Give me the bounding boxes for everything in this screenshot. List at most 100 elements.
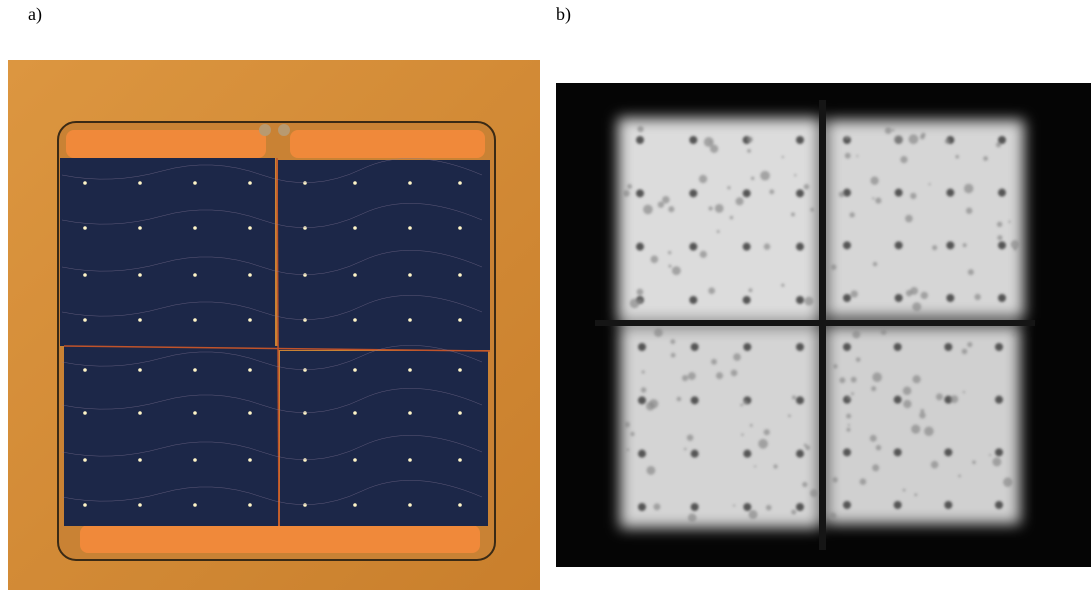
spot <box>668 265 671 268</box>
spot <box>638 343 646 351</box>
spot <box>968 269 974 275</box>
contact <box>83 226 87 230</box>
spot <box>626 448 629 451</box>
spot <box>653 503 660 510</box>
spot <box>796 243 804 251</box>
spot <box>1013 334 1015 336</box>
contact <box>303 411 307 415</box>
contact <box>83 273 87 277</box>
spot <box>944 448 952 456</box>
spot <box>641 387 646 392</box>
spot <box>911 425 920 434</box>
spot <box>894 135 903 144</box>
spot <box>996 142 1001 147</box>
spot <box>1003 477 1012 486</box>
spot <box>760 171 770 181</box>
spot <box>998 189 1006 197</box>
spot <box>766 505 772 511</box>
spot <box>895 294 903 302</box>
spot <box>921 292 928 299</box>
spot <box>885 127 892 134</box>
spot <box>670 339 675 344</box>
cell <box>60 158 275 346</box>
spot <box>931 461 939 469</box>
spot <box>912 302 921 311</box>
spot <box>903 400 911 408</box>
spot <box>638 450 646 458</box>
spot <box>900 156 907 163</box>
spot <box>972 460 976 464</box>
spot <box>637 289 644 296</box>
spot <box>638 503 646 511</box>
spot <box>796 396 804 404</box>
spot <box>731 370 738 377</box>
spot <box>743 503 751 511</box>
spot <box>997 222 1002 227</box>
spot <box>796 296 804 304</box>
spot <box>700 251 707 258</box>
contact <box>138 411 142 415</box>
spot <box>796 136 804 144</box>
contact <box>193 411 197 415</box>
spot <box>906 290 913 297</box>
spot <box>895 189 903 197</box>
spot <box>788 414 791 417</box>
spot <box>651 256 659 264</box>
spot <box>636 243 644 251</box>
contact <box>193 181 197 185</box>
spot <box>920 135 925 140</box>
el-image <box>556 83 1091 567</box>
spot <box>796 450 804 458</box>
spot <box>749 288 753 292</box>
spot <box>743 243 751 251</box>
contact <box>193 318 197 322</box>
contact <box>248 411 252 415</box>
spot <box>944 343 952 351</box>
spot <box>832 477 837 482</box>
spot <box>804 444 807 447</box>
spot <box>689 243 697 251</box>
contact <box>303 273 307 277</box>
spot <box>638 396 646 404</box>
contact <box>458 318 462 322</box>
spot <box>743 189 751 197</box>
spot <box>649 399 658 408</box>
contact <box>83 411 87 415</box>
spot <box>643 205 653 215</box>
spot <box>851 377 857 383</box>
spot <box>716 372 723 379</box>
contact <box>193 503 197 507</box>
spot <box>936 393 943 400</box>
contact <box>303 458 307 462</box>
spot <box>627 184 632 189</box>
spot <box>691 396 699 404</box>
contact <box>193 226 197 230</box>
spot <box>630 432 634 436</box>
spot <box>740 404 743 407</box>
spot <box>802 482 807 487</box>
spot <box>781 284 784 287</box>
spot <box>751 177 754 180</box>
contact <box>138 503 142 507</box>
spot <box>677 397 682 402</box>
spot <box>741 433 743 435</box>
spot <box>769 189 774 194</box>
contact <box>408 411 412 415</box>
photos <box>0 0 1091 597</box>
contact <box>353 503 357 507</box>
spot <box>839 192 845 198</box>
spot <box>791 212 795 216</box>
spot <box>662 196 669 203</box>
spot <box>852 330 860 338</box>
spot <box>794 174 796 176</box>
contact <box>193 273 197 277</box>
contact <box>303 503 307 507</box>
contact <box>138 273 142 277</box>
spot <box>687 434 694 441</box>
spot <box>638 299 642 303</box>
spot <box>845 153 851 159</box>
spot <box>792 395 796 399</box>
spot <box>758 439 768 449</box>
spot <box>843 501 851 509</box>
spot <box>743 400 747 404</box>
